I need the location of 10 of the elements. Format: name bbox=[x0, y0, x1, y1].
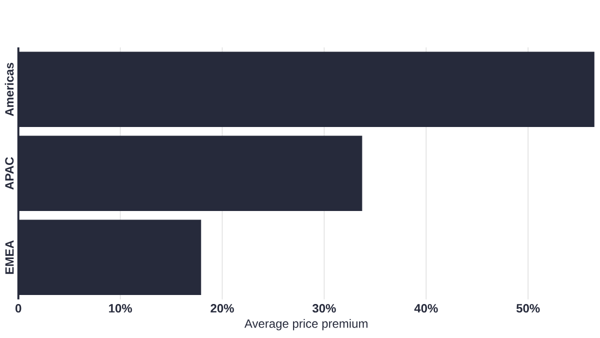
x-tick-label: 30% bbox=[312, 304, 336, 313]
x-axis-title: Average price premium bbox=[244, 319, 368, 330]
x-tick-label: 0 bbox=[16, 304, 22, 313]
x-tick-label: 20% bbox=[210, 304, 234, 313]
x-tick-label: 10% bbox=[109, 304, 132, 313]
x-tick-label: 50% bbox=[516, 304, 540, 313]
y-tick-label: Americas bbox=[4, 62, 14, 116]
y-tick-label: APAC bbox=[5, 157, 14, 190]
x-tick-label: 40% bbox=[414, 304, 438, 313]
y-tick-label: EMEA bbox=[5, 240, 14, 274]
